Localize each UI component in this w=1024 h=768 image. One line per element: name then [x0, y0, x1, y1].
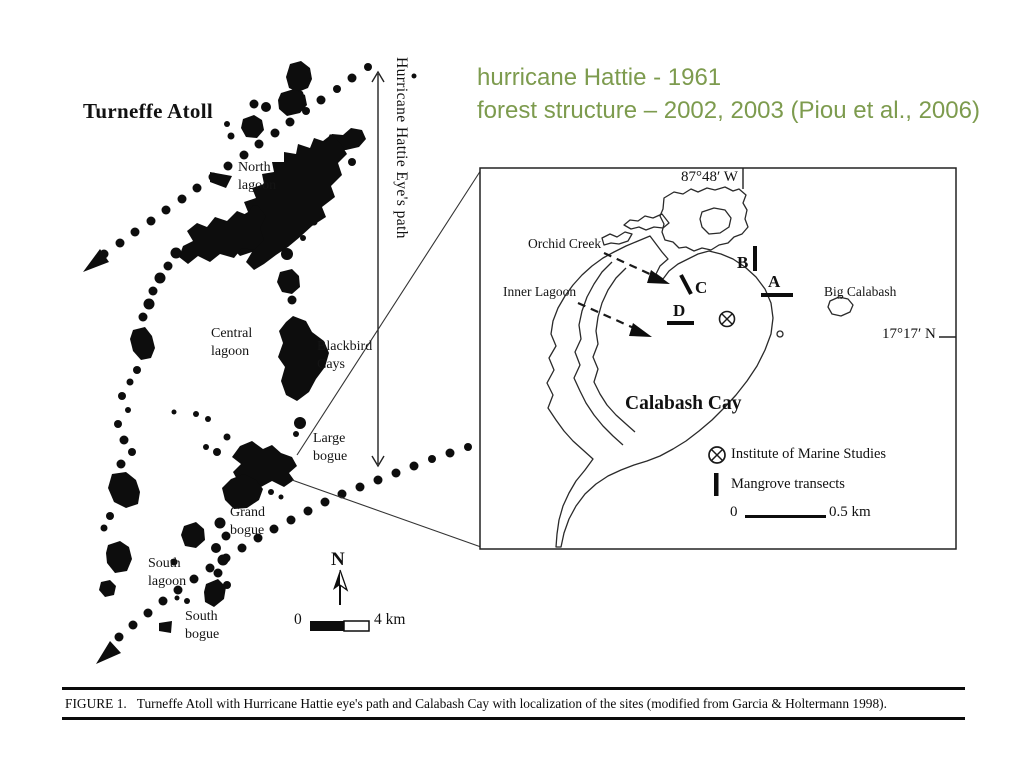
inset-scale-line	[745, 515, 826, 518]
caption-label: FIGURE 1.	[65, 696, 127, 711]
main-scale-start: 0	[294, 611, 302, 628]
site-transect-bars	[667, 246, 793, 325]
site-a-label: A	[768, 272, 781, 291]
label-grand-bogue: Grand bogue	[230, 505, 265, 538]
caption-text: Turneffe Atoll with Hurricane Hattie eye…	[136, 696, 887, 711]
eye-path-label: Hurricane Hattie Eye's path	[393, 57, 410, 239]
slide-heading-line-1: hurricane Hattie - 1961	[477, 64, 722, 91]
dashed-pointer-lines	[577, 252, 655, 331]
mangrove-transect-legend-bar	[714, 473, 719, 496]
institute-symbol-map	[718, 310, 736, 328]
dashed-pointer-arrowheads	[629, 270, 670, 337]
inset-coordinate-ticks	[742, 168, 956, 338]
site-c-bar	[679, 274, 693, 295]
main-scale-end: 4 km	[374, 611, 406, 628]
label-central-lagoon: Central lagoon	[211, 326, 253, 359]
label-blackbird-cays: Blackbird Cays	[317, 339, 373, 372]
site-d-label: D	[673, 301, 686, 320]
north-arrow-label: N	[331, 549, 345, 570]
label-orchid-creek: Orchid Creek	[528, 236, 602, 251]
site-c-label: C	[695, 278, 708, 297]
label-north-lagoon: North lagoon	[238, 160, 277, 193]
inset-scale-start: 0	[730, 504, 738, 520]
label-big-calabash: Big Calabash	[824, 284, 897, 299]
caption-bottom-rule	[62, 717, 965, 720]
calabash-cay-outline	[546, 186, 854, 548]
caption-top-rule	[62, 687, 965, 690]
upper-path-arrowhead	[83, 249, 109, 272]
slide-heading-line-2: forest structure – 2002, 2003 (Piou et a…	[477, 97, 980, 124]
label-south-bogue: South bogue	[185, 609, 220, 642]
label-south-lagoon: South lagoon	[148, 556, 187, 589]
inset-map-title: Calabash Cay	[625, 393, 742, 414]
inset-latitude: 17°17′ N	[882, 326, 936, 342]
label-large-bogue: Large bogue	[313, 431, 348, 464]
hurricane-path-lower-dotted-line	[96, 443, 472, 664]
main-map-title: Turneffe Atoll	[83, 99, 214, 123]
inset-connector-lines	[291, 169, 482, 548]
legend-institute-label: Institute of Marine Studies	[731, 446, 887, 462]
main-scale-bar	[310, 620, 370, 632]
eye-path-double-arrow	[371, 70, 385, 468]
inset-longitude: 87°48′ W	[681, 169, 738, 185]
site-b-label: B	[737, 253, 749, 272]
inset-scale-end: 0.5 km	[829, 504, 871, 520]
institute-symbol-legend	[708, 446, 726, 464]
label-inner-lagoon: Inner Lagoon	[503, 284, 577, 299]
north-arrow	[333, 569, 349, 605]
figure-caption: FIGURE 1. Turneffe Atoll with Hurricane H…	[65, 696, 887, 712]
atoll-silhouette	[99, 61, 366, 633]
legend-mangrove-label: Mangrove transects	[731, 476, 845, 492]
lower-path-arrowhead	[96, 641, 121, 664]
hurricane-path-upper-dotted-line	[83, 63, 417, 272]
